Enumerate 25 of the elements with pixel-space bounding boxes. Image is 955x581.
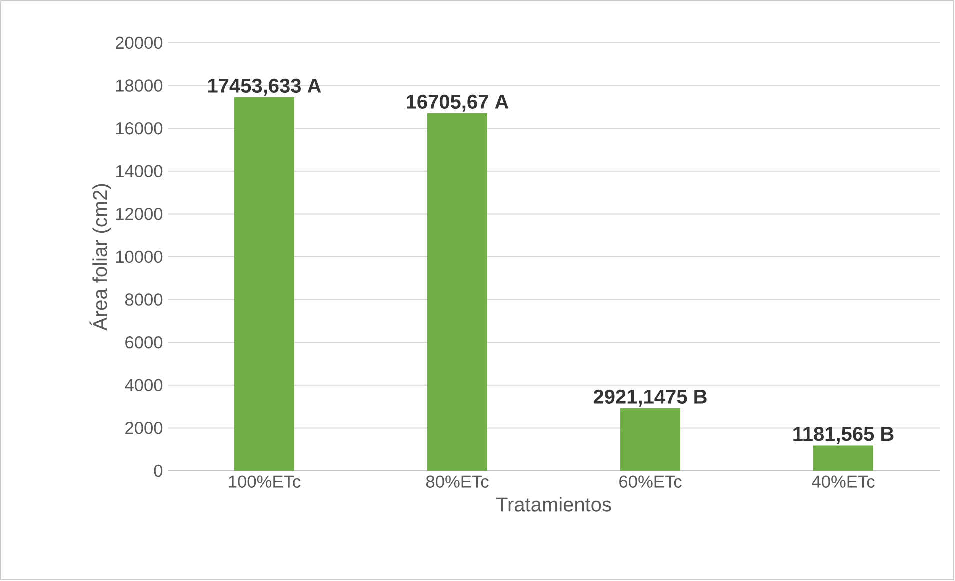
y-tick-label: 16000 xyxy=(116,122,163,135)
x-tick-label: 60%ETc xyxy=(620,476,682,488)
y-tick-label: 0 xyxy=(154,464,163,478)
data-label: 17453,633 A xyxy=(208,78,322,96)
y-axis-title: Área foliar (cm2) xyxy=(90,184,112,331)
bar xyxy=(814,446,874,471)
x-tick-label: 80%ETc xyxy=(426,476,489,488)
x-tick-label: 100%ETc xyxy=(229,476,301,488)
bar xyxy=(428,113,488,471)
data-label: 1181,565 B xyxy=(794,427,894,444)
y-tick-label: 14000 xyxy=(116,165,163,178)
data-label: 16705,67 A xyxy=(407,94,509,112)
y-tick-label: 4000 xyxy=(125,379,163,392)
y-tick-label: 20000 xyxy=(116,36,163,50)
bar xyxy=(234,97,295,471)
y-tick-label: 12000 xyxy=(116,208,163,220)
x-tick-label: 40%ETc xyxy=(812,476,875,488)
y-tick-label: 18000 xyxy=(116,80,163,92)
data-label: 2921,1475 B xyxy=(594,390,707,407)
x-axis-title: Tratamientos xyxy=(496,497,612,512)
y-tick-label: 10000 xyxy=(116,250,163,264)
y-tick-label: 8000 xyxy=(125,294,163,306)
y-tick-label: 2000 xyxy=(126,422,163,434)
bar xyxy=(620,408,681,471)
y-tick-label: 6000 xyxy=(126,336,163,349)
